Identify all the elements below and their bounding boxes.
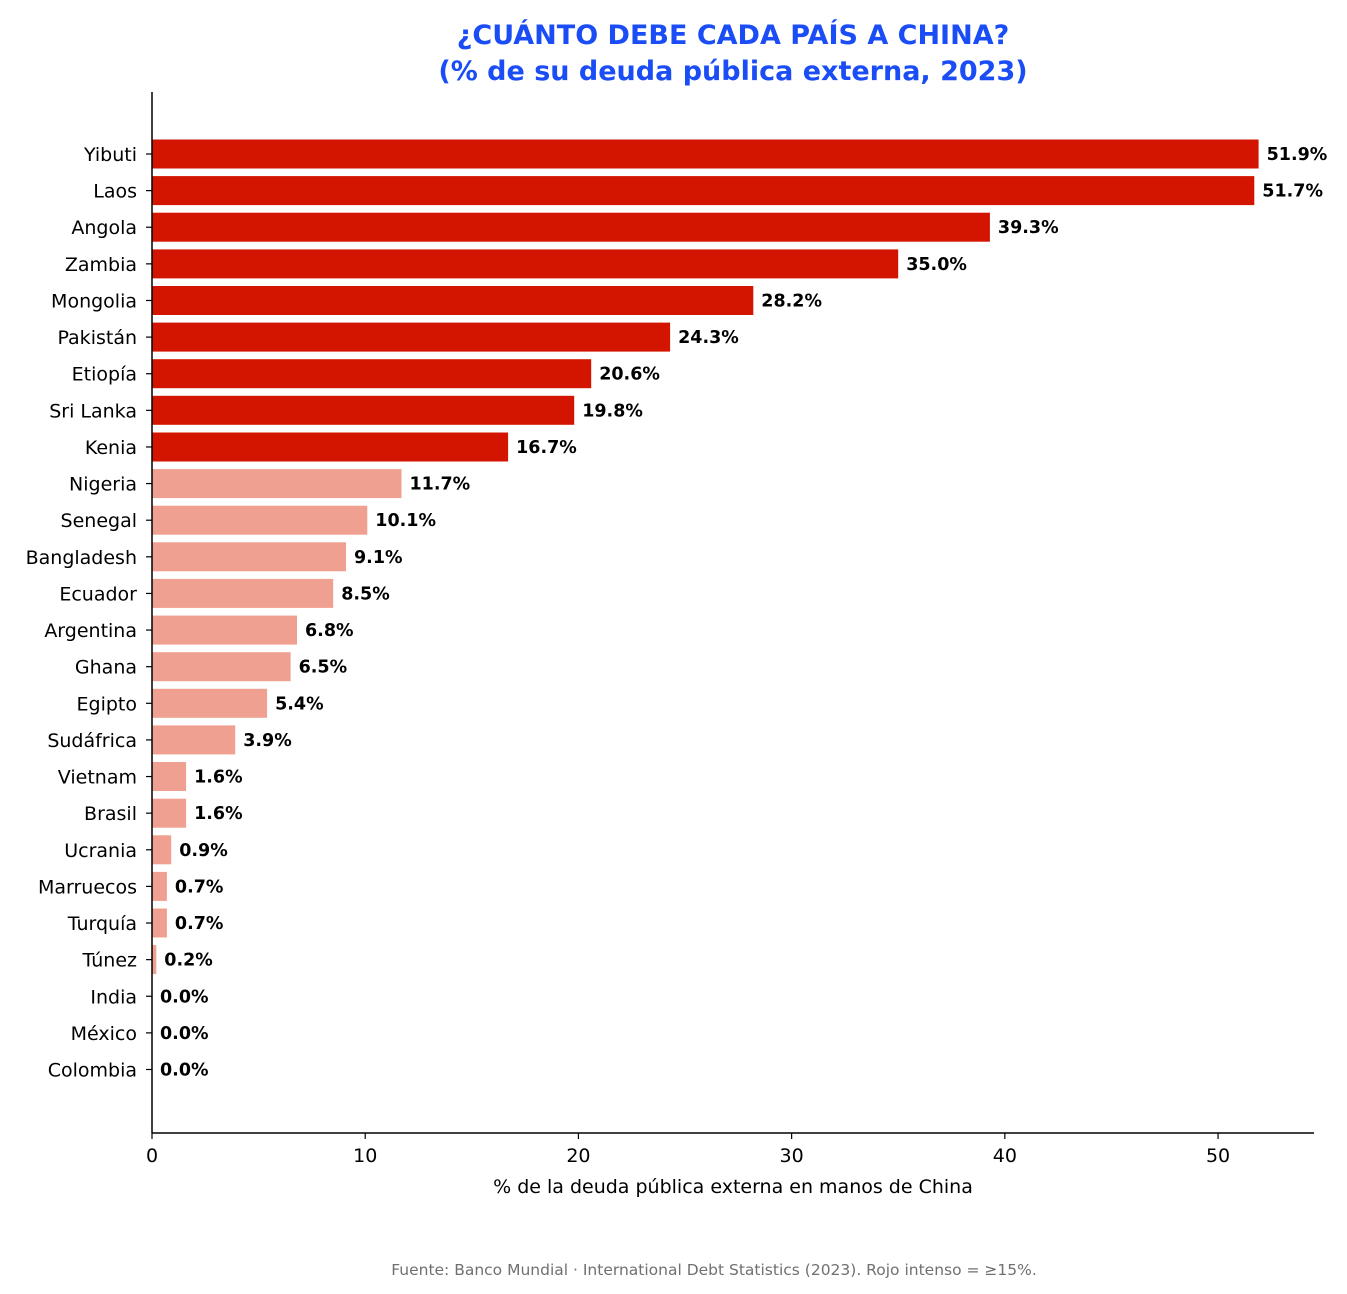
x-tick-label-30: 30 (780, 1145, 804, 1167)
bar-laos (152, 176, 1255, 206)
bar-turquia (152, 908, 167, 938)
bar-egipto (152, 688, 268, 718)
category-label-sudafrica: Sudáfrica (47, 730, 137, 752)
bar-argentina (152, 615, 297, 645)
value-label-zambia: 35.0% (906, 255, 967, 275)
source-footnote: Fuente: Banco Mundial · International De… (391, 1261, 1037, 1279)
value-label-argentina: 6.8% (305, 621, 354, 641)
bar-ghana (152, 652, 291, 682)
x-tick-label-40: 40 (993, 1145, 1017, 1167)
category-label-mongolia: Mongolia (51, 290, 137, 312)
bar-vietnam (152, 762, 187, 791)
value-label-colombia: 0.0% (160, 1061, 209, 1081)
category-label-ucrania: Ucrania (64, 840, 137, 862)
bar-bangladesh (152, 542, 346, 572)
value-label-tunez: 0.2% (164, 951, 213, 971)
bar-sudafrica (152, 725, 236, 755)
value-label-vietnam: 1.6% (194, 768, 243, 788)
bar-angola (152, 212, 990, 242)
value-label-mongolia: 28.2% (761, 291, 822, 311)
value-label-marruecos: 0.7% (175, 877, 224, 897)
category-label-tunez: Túnez (82, 950, 137, 972)
category-label-etiopia: Etiopía (72, 364, 137, 386)
category-label-argentina: Argentina (44, 620, 137, 642)
x-tick-label-0: 0 (146, 1145, 158, 1167)
chart-title-line-2: (% de su deuda pública externa, 2023) (438, 56, 1027, 87)
value-label-ucrania: 0.9% (179, 841, 228, 861)
category-label-nigeria: Nigeria (69, 474, 137, 496)
category-label-angola: Angola (71, 217, 137, 239)
category-labels: Yibuti Laos Angola Zambia Mongolia Pakistán Et… (26, 144, 152, 1082)
category-label-senegal: Senegal (61, 510, 137, 532)
category-label-marruecos: Marruecos (38, 876, 137, 898)
category-label-mexico: México (71, 1023, 137, 1045)
value-label-brasil: 1.6% (194, 804, 243, 824)
category-label-zambia: Zambia (65, 254, 137, 276)
value-label-kenia: 16.7% (516, 438, 577, 458)
value-label-angola: 39.3% (998, 218, 1059, 238)
value-label-sri-lanka: 19.8% (582, 401, 643, 421)
bar-sri-lanka (152, 395, 575, 425)
value-label-ghana: 6.5% (299, 658, 348, 678)
x-tick-label-20: 20 (566, 1145, 590, 1167)
category-label-bangladesh: Bangladesh (26, 547, 137, 569)
category-label-pakistan: Pakistán (57, 327, 137, 349)
value-label-senegal: 10.1% (375, 511, 436, 531)
bar-kenia (152, 432, 509, 462)
bar-tunez (152, 945, 157, 975)
bar-senegal (152, 505, 368, 535)
category-label-kenia: Kenia (85, 437, 137, 459)
value-label-egipto: 5.4% (275, 694, 324, 714)
value-labels: 51.9% 51.7% 39.3% 35.0% 28.2% 24.3% 20.6% 19.8%… (160, 145, 1327, 1081)
value-label-bangladesh: 9.1% (354, 548, 403, 568)
bar-brasil (152, 798, 187, 828)
value-label-sudafrica: 3.9% (243, 731, 292, 751)
value-label-nigeria: 11.7% (410, 475, 471, 495)
bars-group (152, 139, 1259, 975)
chart-title-line-1: ¿CUÁNTO DEBE CADA PAÍS A CHINA? (457, 19, 1010, 51)
value-label-etiopia: 20.6% (599, 365, 660, 385)
category-label-egipto: Egipto (77, 693, 137, 715)
bar-ucrania (152, 835, 172, 865)
bar-mongolia (152, 286, 754, 315)
category-label-turquia: Turquía (67, 913, 137, 935)
bar-ecuador (152, 578, 334, 608)
x-axis-ticks: 0 10 20 30 40 50 (146, 1133, 1230, 1167)
category-label-india: India (90, 986, 137, 1008)
bar-marruecos (152, 871, 167, 901)
bar-nigeria (152, 469, 402, 499)
category-label-brasil: Brasil (84, 803, 137, 825)
value-label-ecuador: 8.5% (341, 584, 390, 604)
bar-zambia (152, 249, 899, 279)
value-label-laos: 51.7% (1262, 182, 1323, 202)
value-label-pakistan: 24.3% (678, 328, 739, 348)
category-label-laos: Laos (93, 181, 137, 203)
x-tick-label-50: 50 (1206, 1145, 1230, 1167)
category-label-ghana: Ghana (75, 657, 137, 679)
bar-yibuti (152, 139, 1259, 169)
bar-pakistan (152, 322, 671, 352)
x-tick-label-10: 10 (353, 1145, 377, 1167)
x-axis-label: % de la deuda pública externa en manos d… (493, 1176, 973, 1198)
bar-etiopia (152, 359, 592, 389)
value-label-india: 0.0% (160, 987, 209, 1007)
value-label-yibuti: 51.9% (1267, 145, 1328, 165)
value-label-mexico: 0.0% (160, 1024, 209, 1044)
category-label-yibuti: Yibuti (83, 144, 137, 166)
category-label-sri-lanka: Sri Lanka (49, 400, 137, 422)
category-label-colombia: Colombia (48, 1060, 137, 1082)
category-label-ecuador: Ecuador (59, 583, 137, 605)
value-label-turquia: 0.7% (175, 914, 224, 934)
category-label-vietnam: Vietnam (58, 767, 137, 789)
